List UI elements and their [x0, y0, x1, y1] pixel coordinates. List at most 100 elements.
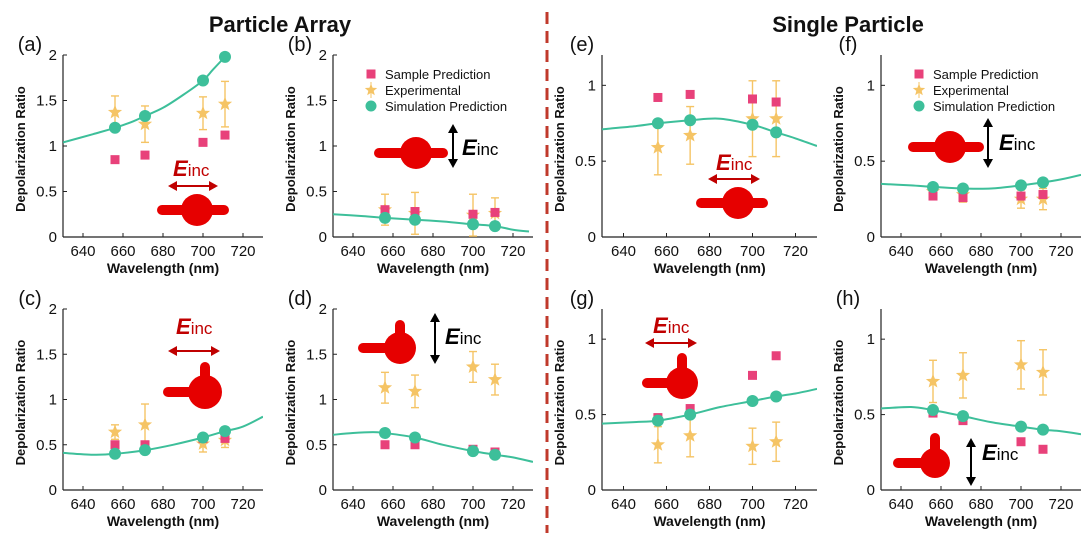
y-tick-label: 0.5 [306, 437, 327, 454]
particle-disk [722, 187, 754, 219]
x-tick-label: 640 [340, 243, 365, 260]
x-axis-label: Wavelength (nm) [377, 260, 489, 276]
simulation-point [684, 408, 697, 421]
sample-point [685, 89, 695, 99]
panel-label: (d) [288, 288, 312, 310]
x-axis-label: Wavelength (nm) [925, 260, 1037, 276]
particle-disk [181, 194, 213, 226]
panel-label: (b) [288, 34, 312, 56]
simulation-point [1015, 420, 1027, 433]
y-tick-label: 0 [867, 229, 875, 246]
y-axis-label: Depolarization Ratio [831, 340, 846, 466]
section-title-particle-array: Particle Array [209, 12, 352, 37]
y-tick-label: 0 [49, 482, 57, 499]
x-tick-label: 720 [230, 243, 255, 260]
legend-label-simulation: Simulation Prediction [385, 99, 507, 114]
einc-e: E [653, 313, 669, 338]
x-tick-label: 640 [611, 243, 636, 260]
experimental-point [107, 424, 123, 439]
einc-label: Einc [462, 135, 499, 160]
y-axis-label: Depolarization Ratio [13, 340, 28, 466]
experimental-point [1035, 364, 1051, 379]
sample-point [110, 440, 120, 450]
legend-marker-simulation [365, 100, 377, 112]
simulation-curve [881, 405, 1081, 436]
experimental-point [407, 383, 423, 398]
simulation-point [197, 74, 209, 87]
y-tick-label: 2 [49, 301, 57, 318]
x-tick-label: 720 [1048, 243, 1073, 260]
panel-label: (e) [570, 34, 594, 56]
arrow-head-top [430, 313, 440, 322]
einc-e: E [716, 150, 732, 175]
simulation-point [409, 213, 421, 226]
x-tick-label: 660 [654, 243, 679, 260]
sample-point [380, 440, 390, 450]
y-axis-label: Depolarization Ratio [552, 340, 567, 466]
experimental-point [745, 111, 760, 125]
y-tick-label: 0 [588, 482, 596, 499]
x-axis-label: Wavelength (nm) [107, 260, 219, 276]
y-tick-label: 0 [49, 229, 57, 246]
experimental-point [769, 111, 784, 125]
x-tick-label: 720 [783, 496, 808, 513]
x-tick-label: 660 [110, 243, 135, 260]
x-tick-label: 700 [190, 243, 215, 260]
simulation-point [139, 109, 151, 122]
experimental-point [745, 438, 760, 453]
einc-e: E [173, 156, 189, 181]
experimental-point [955, 367, 971, 382]
arrow-head-top [448, 124, 458, 133]
sample-point [771, 351, 781, 361]
x-tick-label: 660 [380, 496, 405, 513]
simulation-point [219, 50, 231, 63]
sample-point [958, 193, 968, 203]
legend-marker-sample [914, 69, 924, 79]
x-tick-label: 660 [928, 496, 953, 513]
einc-sub: inc [477, 140, 499, 159]
einc-label: Einc [653, 313, 690, 338]
experimental-point [487, 372, 503, 386]
simulation-point [957, 410, 969, 423]
x-tick-label: 680 [697, 496, 722, 513]
x-tick-label: 660 [654, 496, 679, 513]
y-tick-label: 0 [319, 229, 327, 246]
einc-label: Einc [445, 324, 482, 349]
legend-label-sample: Sample Prediction [933, 67, 1039, 82]
x-tick-label: 640 [888, 496, 913, 513]
einc-sub: inc [668, 318, 690, 337]
x-tick-label: 700 [460, 243, 485, 260]
simulation-point [219, 425, 231, 438]
x-tick-label: 680 [420, 496, 445, 513]
x-axis-label: Wavelength (nm) [377, 513, 489, 529]
y-tick-label: 0 [867, 482, 875, 499]
y-tick-label: 0.5 [854, 407, 875, 424]
experimental-point [650, 437, 665, 451]
y-tick-label: 1 [588, 331, 596, 348]
simulation-curve [63, 56, 226, 144]
panel-d: 640 660 680 700 720 0 0.5 1 1.5 2 Wavelength (nm) D… [283, 288, 533, 529]
experimental-point [769, 434, 784, 448]
einc-label: Einc [173, 156, 210, 181]
einc-e: E [445, 324, 461, 349]
experimental-point [377, 380, 393, 394]
y-tick-label: 1 [867, 77, 875, 94]
experimental-point [465, 359, 481, 373]
sample-point [1038, 190, 1048, 200]
y-tick-label: 1.5 [306, 346, 327, 363]
x-tick-label: 720 [230, 496, 255, 513]
y-tick-label: 0.5 [306, 184, 327, 201]
arrow-head-bottom [983, 159, 993, 168]
arrow-head-top [966, 438, 976, 447]
simulation-point [746, 118, 759, 131]
sample-point [220, 433, 230, 443]
y-axis-label: Depolarization Ratio [13, 86, 28, 212]
x-tick-label: 640 [70, 496, 95, 513]
simulation-point [1037, 176, 1049, 189]
experimental-point [650, 140, 665, 154]
arrow-head-left [645, 338, 654, 348]
sample-point [748, 370, 757, 380]
panel-label: (c) [18, 288, 41, 310]
